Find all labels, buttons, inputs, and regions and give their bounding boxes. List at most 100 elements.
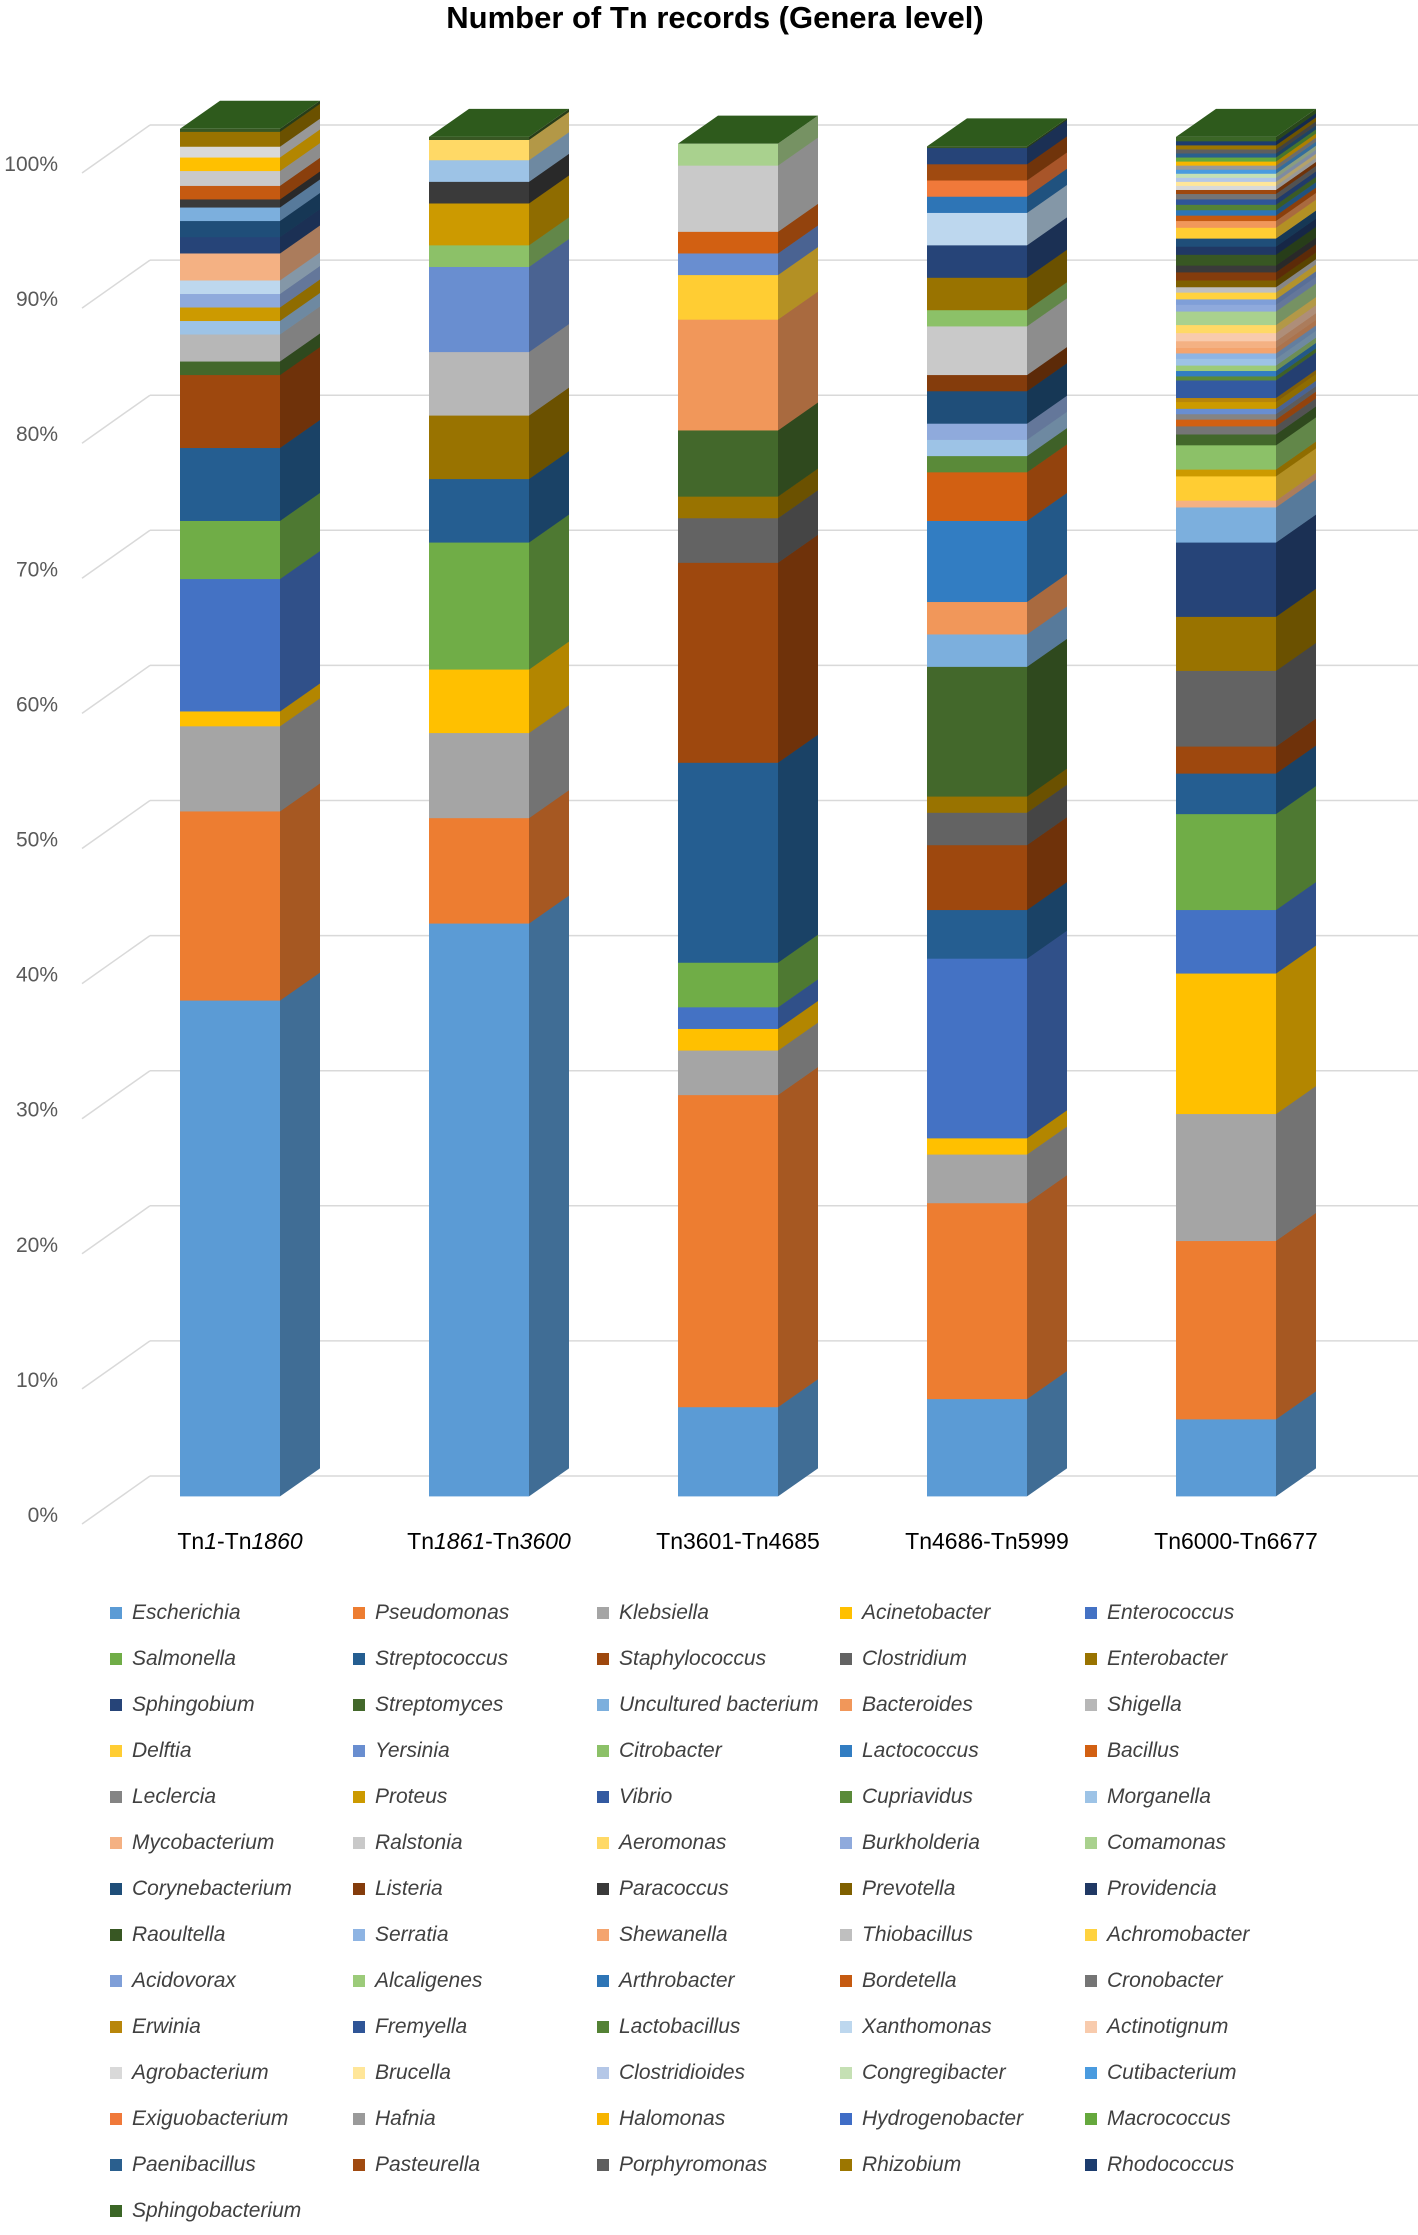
legend-swatch [110, 1929, 122, 1941]
bar-side-klebsiella [280, 697, 320, 812]
bar-segment-sphingobium [927, 147, 1027, 165]
bar-segment-erwinia [1176, 397, 1276, 403]
bar-segment-burkholderia [927, 423, 1027, 440]
bar-segment-burkholderia [1176, 304, 1276, 312]
legend-swatch [840, 1883, 852, 1895]
legend-label: Halomonas [619, 2107, 726, 2130]
bar-segment-bordetella [1176, 215, 1276, 222]
legend-item-citrobacter: Citrobacter [597, 1739, 722, 1763]
bar-side-paracoccus [529, 153, 569, 204]
legend-label: Acinetobacter [862, 1601, 991, 1624]
legend-swatch [840, 1745, 852, 1757]
bar-side-escherichia [1027, 1370, 1067, 1497]
legend-swatch [597, 1745, 609, 1757]
legend-label: Klebsiella [619, 1601, 709, 1624]
legend-swatch [353, 2113, 365, 2125]
bar-segment-escherichia [678, 1406, 778, 1497]
bar-segment-enterobacter [1176, 616, 1276, 671]
y-tick-label: 40% [16, 964, 58, 987]
legend-item-alcaligenes: Alcaligenes [353, 1969, 482, 1993]
bar-side-streptococcus [778, 734, 818, 963]
legend-item-salmonella: Salmonella [110, 1647, 236, 1671]
bar-segment-raoultella [429, 136, 529, 140]
bar-side-achromobacter [1276, 264, 1316, 300]
legend-swatch [110, 2067, 122, 2079]
bar-segment-hafnia [1176, 165, 1276, 170]
bar-side-acinetobacter [280, 129, 320, 172]
legend-label: Streptomyces [375, 1693, 504, 1716]
legend-item-cronobacter: Cronobacter [1085, 1969, 1223, 1993]
bar-segment-morganella [429, 159, 529, 182]
legend-label: Cutibacterium [1107, 2061, 1237, 2084]
bar-top [1176, 108, 1316, 137]
gridline-diagonal [81, 394, 151, 444]
legend-item-acinetobacter: Acinetobacter [840, 1601, 990, 1625]
x-axis-labels: Tn1-Tn1860 Tn1861-Tn3600 Tn3601-Tn4685 Tn46… [177, 1528, 1318, 1554]
gridline-diagonal [81, 529, 151, 579]
chart-title: Number of Tn records (Genera level) [446, 0, 983, 35]
bar-side-bacteroides [1276, 192, 1316, 228]
bar-segment-escherichia [1176, 1418, 1276, 1497]
bar-side-porphyromonas [1276, 121, 1316, 154]
legend-swatch [840, 2159, 852, 2171]
bar-segment-enterococcus [180, 578, 280, 712]
bar-side-agrobacterium [1276, 157, 1316, 190]
bar-side-macrococcus [1276, 129, 1316, 162]
legend-label: Ralstonia [375, 1831, 463, 1854]
legend-item-enterococcus: Enterococcus [1085, 1601, 1234, 1625]
bar-segment-mycobacterium [180, 253, 280, 281]
bar-segment-pasteurella [927, 163, 1027, 181]
legend-label: Serratia [375, 1923, 449, 1946]
bar-side-thiobacillus [1276, 258, 1316, 293]
legend-swatch [110, 2113, 122, 2125]
legend-item-sphingobium: Sphingobium [110, 1693, 255, 1717]
bar-segment-staphylococcus [927, 844, 1027, 911]
bar-segment-citrobacter [429, 244, 529, 267]
legend-swatch [110, 1791, 122, 1803]
bar-segment-klebsiella [429, 732, 529, 819]
bar-side-pseudomonas [280, 783, 320, 1001]
legend-label: Staphylococcus [619, 1647, 767, 1670]
bar-side-staphylococcus [1276, 161, 1316, 195]
bar-segment-streptomyces [1176, 434, 1276, 446]
legend-item-shigella: Shigella [1085, 1693, 1182, 1717]
legend-swatch [353, 1883, 365, 1895]
bar-segment-enterococcus [1176, 909, 1276, 974]
bar-tn1-tn1860 [180, 100, 320, 1497]
bar-side-corynebacterium [1276, 210, 1316, 247]
bar-side-prevotella [1276, 252, 1316, 288]
bar-segment-acinetobacter [1176, 973, 1276, 1115]
legend-item-proteus: Proteus [353, 1785, 447, 1809]
bar-side-halomonas [1276, 133, 1316, 166]
legend-label: Hafnia [375, 2107, 436, 2130]
bar-segment-proteus [1176, 469, 1276, 477]
y-tick-label: 60% [16, 693, 58, 716]
legend-label: Brucella [375, 2061, 451, 2084]
legend-label: Listeria [375, 1877, 443, 1900]
bar-side-streptococcus [529, 450, 569, 543]
bar-side-burkholderia [280, 265, 320, 308]
bar-segment-clostridium [927, 812, 1027, 846]
bar-segment-exiguobacterium [927, 180, 1027, 197]
legend-label: Cupriavidus [862, 1785, 973, 1808]
bar-side-proteus [1276, 373, 1316, 409]
legend-swatch [1085, 1745, 1097, 1757]
y-tick-label: 80% [16, 423, 58, 446]
bar-segment-pseudomonas [678, 1094, 778, 1408]
bar-top [180, 100, 320, 129]
bar-segment-alcaligenes [1176, 365, 1276, 372]
legend-label: Rhizobium [862, 2153, 962, 2176]
bar-segment-streptococcus [927, 909, 1027, 959]
bar-segment-acinetobacter [927, 1137, 1027, 1155]
bar-segment-ralstonia [927, 326, 1027, 376]
bar-side-shigella [529, 323, 569, 416]
bar-side-proteus [529, 175, 569, 246]
legend-label: Clostridioides [619, 2061, 746, 2084]
bar-segment-burkholderia [180, 293, 280, 308]
legend-item-brucella: Brucella [353, 2061, 451, 2085]
legend-label: Porphyromonas [619, 2153, 768, 2176]
legend-label: Comamonas [1107, 1831, 1227, 1854]
bar-segment-prevotella [1176, 280, 1276, 288]
legend-item-leclercia: Leclercia [110, 1785, 216, 1809]
legend-item-escherichia: Escherichia [110, 1601, 241, 1625]
